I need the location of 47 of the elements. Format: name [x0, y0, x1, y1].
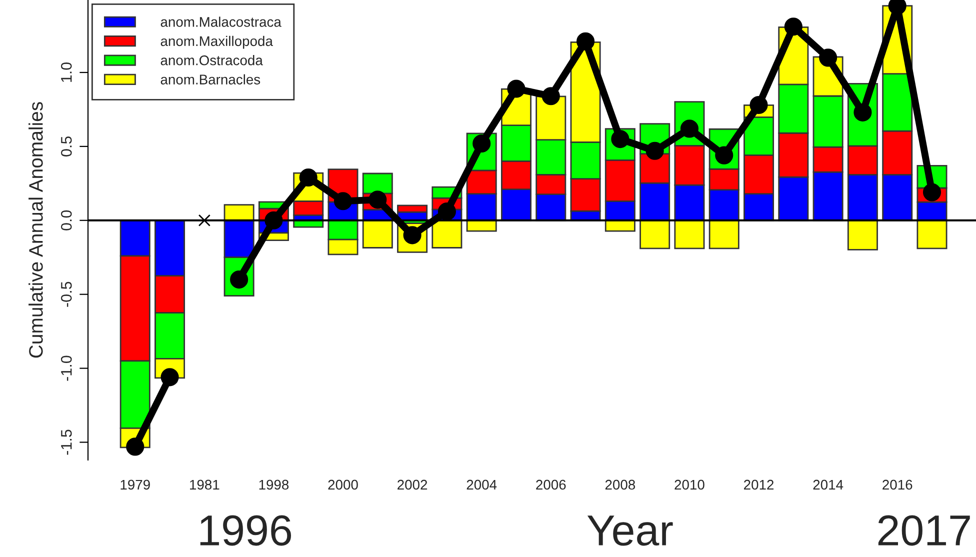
- x-tick-label: 2006: [536, 480, 566, 490]
- x-tick-label: 2010: [674, 480, 704, 490]
- x-tick-label: 2004: [466, 480, 497, 490]
- point: [576, 32, 595, 50]
- y-axis-title: Cumulative Annual Anomalies: [28, 102, 43, 358]
- x-tick-label: 2016: [882, 480, 912, 490]
- point: [368, 190, 387, 209]
- x-tick-label: 1979: [120, 480, 150, 490]
- point: [750, 96, 768, 114]
- x-tick-label: 1998: [259, 480, 289, 490]
- x-tick-label: 2012: [744, 480, 774, 490]
- point: [922, 183, 942, 202]
- y-tick-label: 0.5: [60, 136, 72, 156]
- point: [784, 18, 802, 36]
- legend-label: anom.Malacostraca: [160, 16, 282, 27]
- point: [507, 80, 526, 98]
- x-tick-label: 1981: [190, 480, 220, 490]
- bar: [362, 220, 393, 248]
- x-axis-title: Year: [587, 516, 673, 546]
- point: [438, 202, 456, 221]
- bar: [224, 204, 254, 222]
- y-tick-label: -0.5: [60, 282, 72, 307]
- bar: [708, 220, 740, 250]
- y-tick-label: 0.0: [60, 210, 72, 230]
- point: [264, 211, 283, 230]
- x-tick-label: 2008: [605, 480, 636, 490]
- point: [819, 48, 838, 67]
- bar: [432, 220, 462, 248]
- legend-label: anom.Maxillopoda: [160, 36, 273, 49]
- point: [334, 192, 352, 210]
- bar: [847, 220, 878, 250]
- bar: [674, 220, 705, 250]
- text: 1996: [200, 515, 292, 546]
- x-tick-label: 2000: [328, 480, 358, 490]
- text: 2017: [878, 515, 970, 546]
- point: [646, 142, 664, 160]
- bar: [916, 220, 948, 250]
- x-tick-label: 2002: [398, 480, 428, 490]
- point: [198, 214, 210, 226]
- x-tick-label: 2014: [813, 480, 844, 490]
- y-tick-label: 1.0: [60, 62, 72, 82]
- y-tick-label: -1.0: [60, 356, 72, 381]
- y-tick-label: -1.5: [61, 430, 72, 455]
- point: [542, 87, 560, 106]
- legend-label: anom.Ostracoda: [160, 55, 263, 66]
- bar: [640, 220, 670, 250]
- legend-label: anom.Barnacles: [160, 74, 260, 84]
